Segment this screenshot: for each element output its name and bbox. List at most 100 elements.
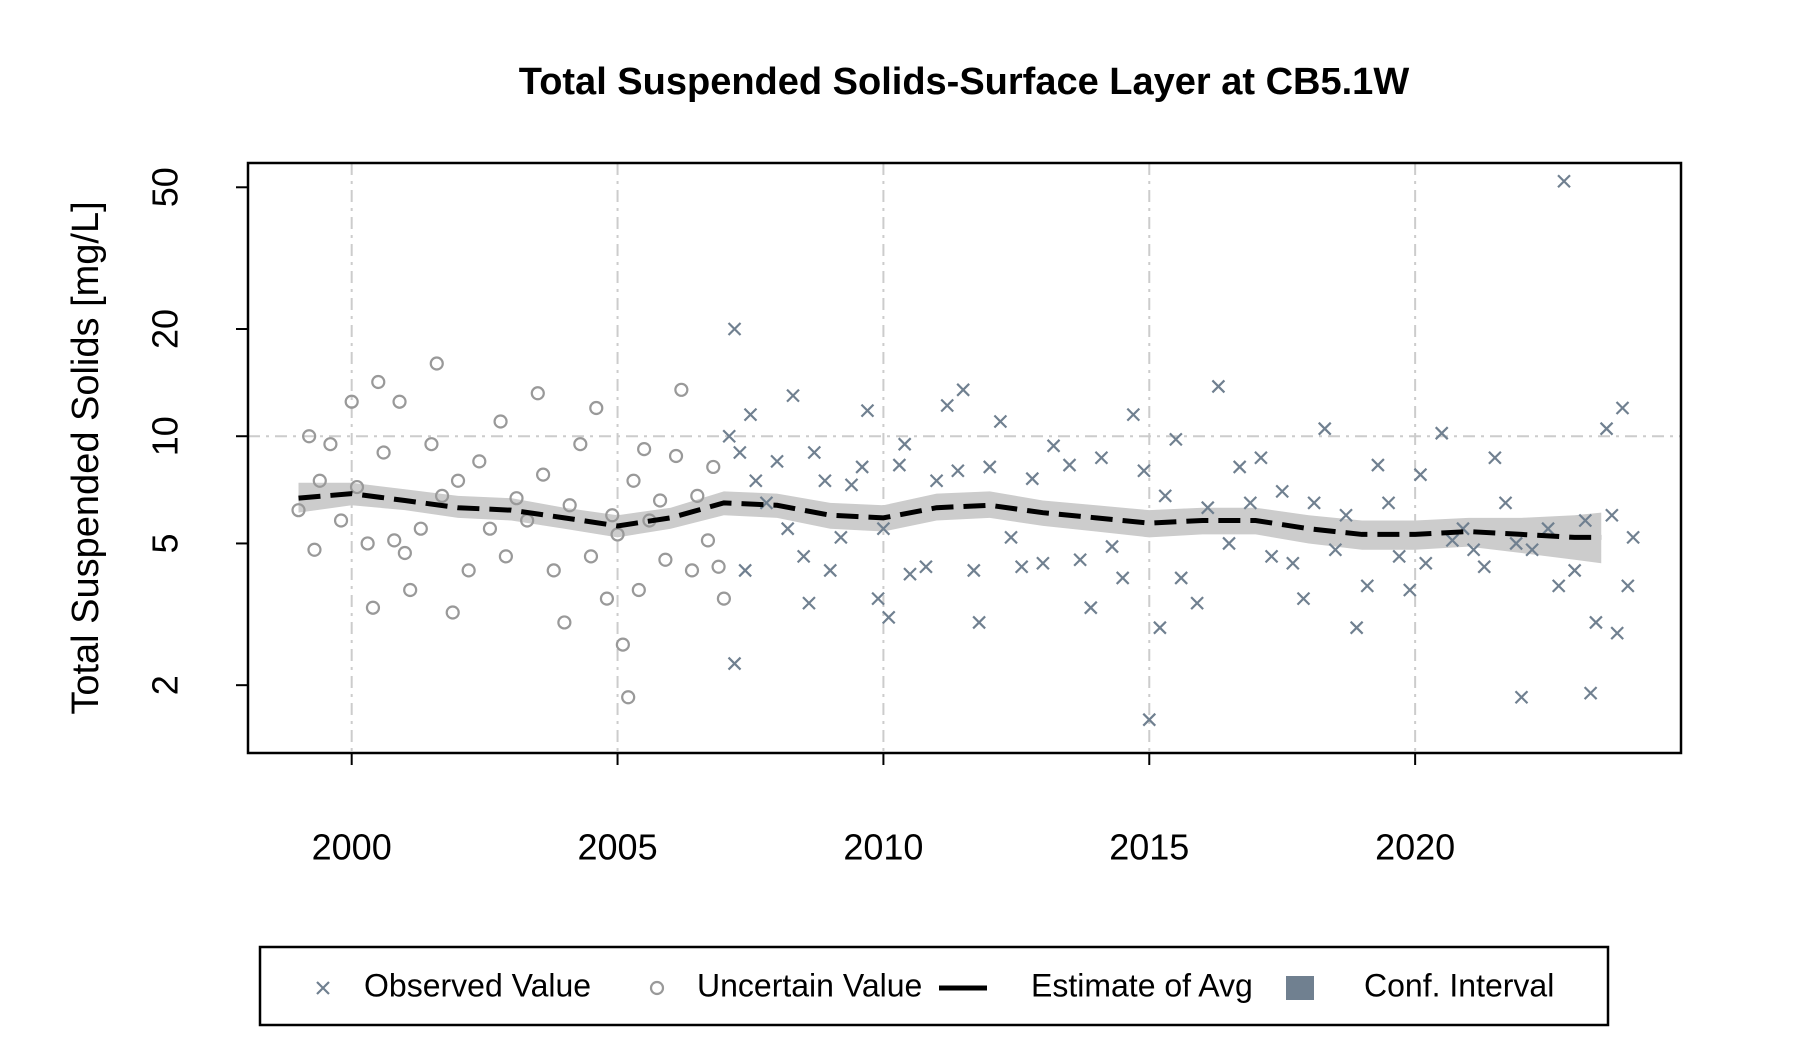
data-point <box>711 559 726 574</box>
data-point <box>302 429 317 444</box>
data-point <box>333 513 349 528</box>
data-point <box>365 600 381 615</box>
data-point <box>796 549 811 564</box>
y-tick-label: 50 <box>145 167 186 207</box>
data-point <box>722 429 736 444</box>
data-point <box>392 394 407 409</box>
data-point <box>1413 467 1428 482</box>
data-point <box>413 521 428 536</box>
data-point <box>1328 542 1343 557</box>
data-point <box>1434 426 1449 440</box>
data-point <box>733 445 747 460</box>
data-point <box>450 473 466 488</box>
data-point <box>1046 439 1061 453</box>
data-point <box>1062 458 1077 472</box>
data-point <box>1349 620 1364 635</box>
x-tick-label: 2000 <box>312 827 392 868</box>
data-point <box>1615 401 1630 415</box>
legend-label: Uncertain Value <box>697 967 922 1003</box>
data-point <box>1211 379 1226 394</box>
data-point <box>1583 686 1598 700</box>
data-point <box>1605 508 1619 523</box>
data-point <box>589 400 604 416</box>
data-point <box>1477 559 1492 574</box>
data-point <box>1466 542 1481 557</box>
data-point <box>1403 583 1417 597</box>
data-point <box>1418 556 1433 570</box>
data-point <box>536 467 551 482</box>
data-point <box>1621 579 1635 593</box>
data-point <box>1264 549 1279 564</box>
data-point <box>621 690 636 705</box>
confidence-band <box>298 482 1602 564</box>
data-point <box>1158 489 1173 503</box>
data-point <box>1174 571 1188 585</box>
data-point <box>860 403 875 418</box>
data-point <box>1360 579 1375 593</box>
y-axis-title: Total Suspended Solids [mg/L] <box>65 201 107 714</box>
data-point <box>1541 521 1555 536</box>
data-point <box>690 488 705 503</box>
data-point <box>982 460 997 474</box>
data-point <box>786 388 800 403</box>
legend-symbol <box>316 981 330 995</box>
data-point <box>1599 421 1614 436</box>
legend-label: Observed Value <box>364 967 591 1003</box>
x-tick-label: 2005 <box>578 827 658 868</box>
data-point <box>940 398 954 413</box>
data-point <box>780 521 795 536</box>
data-point <box>929 473 944 488</box>
legend-label: Conf. Interval <box>1364 967 1554 1003</box>
data-point <box>1014 559 1029 574</box>
x-tick-label: 2015 <box>1109 827 1189 868</box>
data-point <box>1222 536 1236 551</box>
data-point <box>1307 496 1321 510</box>
data-point <box>1275 484 1289 499</box>
data-point <box>323 437 338 452</box>
data-point <box>1153 620 1167 635</box>
data-point <box>349 479 365 495</box>
data-point <box>1142 712 1157 727</box>
data-point <box>1498 496 1513 510</box>
data-point <box>403 582 418 598</box>
plot-frame <box>246 161 1683 755</box>
data-point <box>546 563 561 578</box>
data-point <box>1126 407 1141 422</box>
data-point <box>892 458 907 472</box>
data-point <box>844 478 859 492</box>
data-point <box>1025 471 1040 486</box>
data-point <box>472 454 487 469</box>
data-point <box>1286 556 1300 570</box>
data-point <box>993 414 1008 429</box>
data-point <box>1339 508 1353 523</box>
data-point <box>626 473 641 488</box>
legend-symbol <box>1286 976 1314 1000</box>
data-point <box>291 503 306 518</box>
data-point <box>1004 530 1018 545</box>
data-point <box>1169 432 1183 447</box>
data-point <box>1610 626 1624 640</box>
data-point <box>1392 549 1406 564</box>
data-point <box>1190 596 1204 610</box>
data-point <box>1232 460 1247 474</box>
data-point <box>573 437 588 452</box>
data-point <box>397 545 412 561</box>
data-point <box>972 615 986 630</box>
data-point <box>716 591 731 606</box>
data-point <box>770 454 784 469</box>
data-point <box>1243 496 1258 510</box>
data-point <box>881 610 896 625</box>
data-point <box>823 563 838 578</box>
data-point <box>1296 591 1311 606</box>
data-point <box>1525 542 1539 557</box>
data-point <box>371 374 386 390</box>
data-point <box>1200 500 1215 515</box>
y-tick-label: 2 <box>145 675 186 695</box>
data-point <box>493 414 508 429</box>
data-point <box>1509 536 1523 551</box>
data-point <box>360 536 375 551</box>
data-point <box>743 407 758 422</box>
data-point <box>637 442 652 457</box>
data-point <box>1445 533 1460 548</box>
y-tick-label: 10 <box>145 416 186 456</box>
